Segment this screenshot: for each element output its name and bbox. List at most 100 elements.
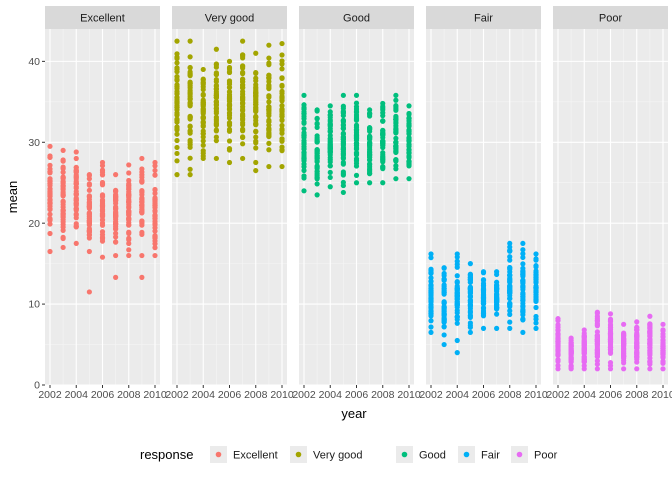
data-point — [314, 174, 320, 180]
data-point — [174, 65, 180, 71]
data-point — [367, 154, 373, 160]
data-point — [634, 340, 640, 346]
data-point — [441, 341, 447, 348]
data-point — [200, 92, 206, 98]
data-point — [301, 141, 307, 147]
data-point — [266, 75, 272, 82]
data-point — [520, 240, 526, 247]
data-point — [187, 81, 193, 87]
x-tick-label: 2004 — [573, 389, 597, 401]
y-tick-label: 10 — [28, 299, 40, 311]
data-point — [139, 210, 145, 216]
data-point — [406, 128, 412, 134]
x-tick-label: 2008 — [244, 389, 268, 401]
data-point — [480, 277, 487, 283]
data-point — [126, 240, 132, 247]
data-point — [47, 162, 53, 168]
data-point — [594, 348, 600, 354]
data-point — [226, 78, 233, 84]
data-point — [340, 92, 346, 98]
data-point — [380, 127, 386, 133]
data-point — [253, 138, 259, 144]
data-point — [174, 51, 180, 57]
data-point — [200, 115, 206, 122]
data-point — [240, 134, 246, 140]
data-point — [367, 126, 373, 132]
data-point — [533, 287, 539, 293]
data-point — [266, 119, 272, 125]
data-point — [126, 222, 132, 228]
data-point — [520, 283, 526, 290]
data-point — [226, 110, 233, 117]
data-point — [634, 366, 640, 372]
data-point — [454, 350, 460, 356]
facet-strip — [553, 6, 668, 29]
data-point — [60, 219, 66, 225]
data-point — [428, 285, 434, 291]
x-tick-label: 2002 — [165, 389, 189, 401]
data-point — [200, 106, 206, 112]
data-point — [367, 161, 373, 167]
data-point — [47, 211, 53, 217]
x-tick-label: 2006 — [218, 389, 242, 401]
data-point — [266, 60, 272, 66]
facet-strip-label: Very good — [205, 13, 255, 25]
y-axis: 0 10 20 30 40 — [28, 56, 45, 392]
data-point — [520, 254, 526, 261]
data-point — [187, 54, 193, 60]
data-point — [441, 291, 447, 297]
data-point — [253, 117, 259, 124]
data-point — [647, 345, 653, 351]
data-point — [314, 147, 320, 153]
data-point — [174, 158, 180, 164]
data-point — [139, 274, 145, 280]
data-point — [494, 311, 500, 317]
data-point — [441, 332, 447, 338]
data-point — [353, 100, 360, 106]
data-point — [99, 197, 106, 203]
x-tick-label: 2004 — [65, 389, 89, 401]
data-point — [480, 301, 487, 307]
data-point — [428, 289, 434, 295]
data-point — [380, 139, 386, 145]
data-point — [454, 304, 460, 310]
data-point — [507, 319, 513, 325]
data-point — [647, 313, 653, 319]
data-point — [73, 221, 79, 227]
data-point — [340, 159, 346, 166]
data-point — [47, 217, 53, 223]
legend: response Excellent Very good Good Fair Poor — [140, 446, 558, 463]
x-tick-label: 2008 — [371, 389, 395, 401]
data-point — [266, 99, 272, 105]
data-point — [152, 195, 158, 201]
data-point — [301, 156, 307, 162]
data-point — [480, 287, 487, 293]
data-point — [213, 72, 219, 78]
facet-strip-label: Excellent — [80, 13, 125, 25]
data-point — [454, 254, 460, 260]
data-point — [187, 113, 193, 119]
data-point — [380, 180, 386, 186]
data-point — [86, 289, 92, 295]
facet-strip-label: Fair — [474, 13, 493, 25]
data-point — [240, 120, 246, 126]
data-point — [480, 325, 487, 331]
data-point — [393, 103, 399, 109]
data-point — [253, 50, 259, 56]
data-point — [406, 103, 412, 109]
data-point — [340, 109, 346, 115]
data-point — [327, 169, 333, 176]
data-point — [594, 329, 600, 335]
data-point — [126, 162, 132, 168]
data-point — [441, 323, 447, 330]
data-point — [187, 172, 193, 178]
data-point — [428, 318, 434, 324]
data-point — [428, 294, 434, 301]
data-point — [152, 199, 158, 205]
data-point — [86, 187, 92, 193]
data-point — [174, 60, 180, 66]
data-point — [113, 226, 119, 232]
data-point — [507, 240, 513, 247]
